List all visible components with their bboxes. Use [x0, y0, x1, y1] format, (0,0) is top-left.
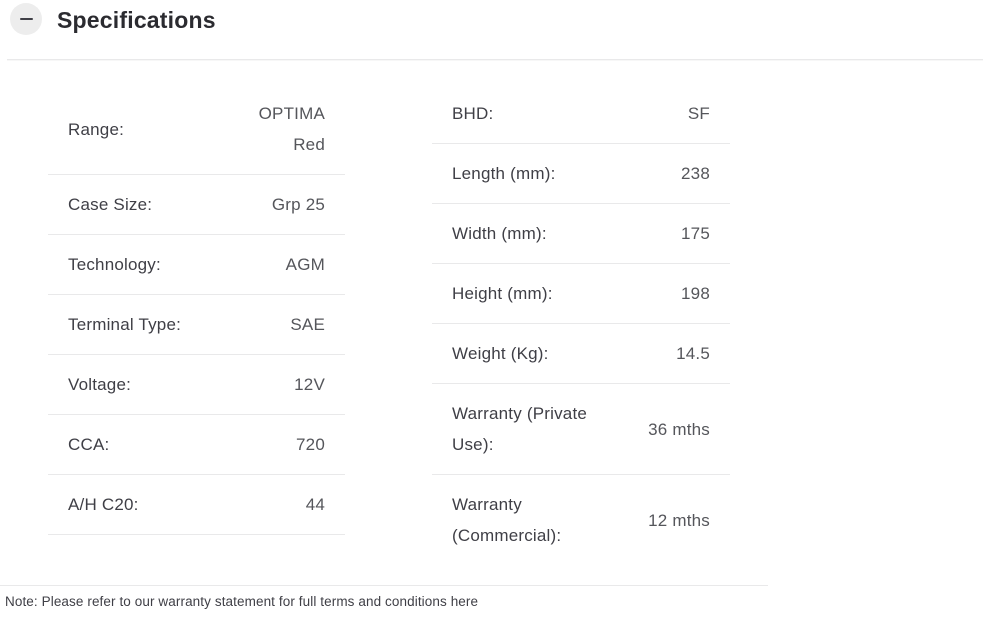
spec-value: 12 mths	[648, 510, 710, 530]
spec-table-right: BHD: SF Length (mm): 238 Width (mm): 175…	[432, 84, 730, 565]
accordion-header: Specifications	[0, 0, 990, 59]
spec-row: Width (mm): 175	[432, 204, 730, 264]
spec-value: 175	[681, 224, 710, 243]
spec-row: Technology: AGM	[48, 235, 345, 295]
spec-row: Voltage: 12V	[48, 355, 345, 415]
spec-label: Case Size:	[68, 195, 153, 214]
spec-table-left: Range: OPTIMA Red Case Size: Grp 25 Tech…	[48, 84, 345, 535]
spec-row: Height (mm): 198	[432, 264, 730, 324]
spec-value: 198	[681, 284, 710, 303]
spec-value: 14.5	[676, 344, 710, 363]
spec-label: Width (mm):	[452, 224, 547, 243]
note-text: Note: Please refer to our warranty state…	[5, 594, 451, 609]
spec-row: Length (mm): 238	[432, 144, 730, 204]
spec-value: AGM	[285, 255, 325, 274]
spec-label: Range:	[68, 119, 125, 139]
spec-label: Terminal Type:	[68, 315, 182, 334]
spec-value: OPTIMA Red	[258, 104, 325, 154]
spec-value: SAE	[290, 315, 325, 334]
note-divider	[0, 585, 768, 586]
spec-label: Warranty (Commercial):	[452, 495, 562, 545]
minus-icon	[19, 17, 33, 21]
spec-row: Warranty (Commercial): 12 mths	[432, 475, 730, 565]
spec-value: 36 mths	[648, 419, 710, 439]
spec-row: Case Size: Grp 25	[48, 175, 345, 235]
spec-label: Weight (Kg):	[452, 344, 549, 363]
spec-value: 44	[305, 495, 325, 514]
spec-tables: Range: OPTIMA Red Case Size: Grp 25 Tech…	[48, 84, 730, 565]
spec-value: Grp 25	[271, 195, 325, 214]
spec-row: Weight (Kg): 14.5	[432, 324, 730, 384]
spec-value: 12V	[294, 375, 325, 394]
warranty-note: Note: Please refer to our warranty state…	[5, 594, 478, 609]
collapse-specifications-button[interactable]	[10, 3, 42, 35]
spec-row: Terminal Type: SAE	[48, 295, 345, 355]
header-divider	[7, 59, 983, 60]
spec-value: 720	[296, 435, 325, 454]
spec-row: Range: OPTIMA Red	[48, 84, 345, 175]
spec-label: Technology:	[68, 255, 161, 274]
warranty-statement-link[interactable]: here	[450, 594, 479, 609]
spec-label: BHD:	[452, 104, 494, 123]
spec-label: Length (mm):	[452, 164, 556, 183]
spec-row: BHD: SF	[432, 84, 730, 144]
spec-row: CCA: 720	[48, 415, 345, 475]
section-title: Specifications	[57, 7, 216, 33]
spec-label: Warranty (Private Use):	[452, 404, 588, 454]
spec-row: A/H C20: 44	[48, 475, 345, 535]
spec-label: A/H C20:	[68, 495, 139, 514]
spec-value: SF	[687, 104, 710, 123]
spec-label: Voltage:	[68, 375, 132, 394]
spec-row: Warranty (Private Use): 36 mths	[432, 384, 730, 475]
spec-label: Height (mm):	[452, 284, 553, 303]
spec-value: 238	[681, 164, 710, 183]
spec-label: CCA:	[68, 435, 110, 454]
